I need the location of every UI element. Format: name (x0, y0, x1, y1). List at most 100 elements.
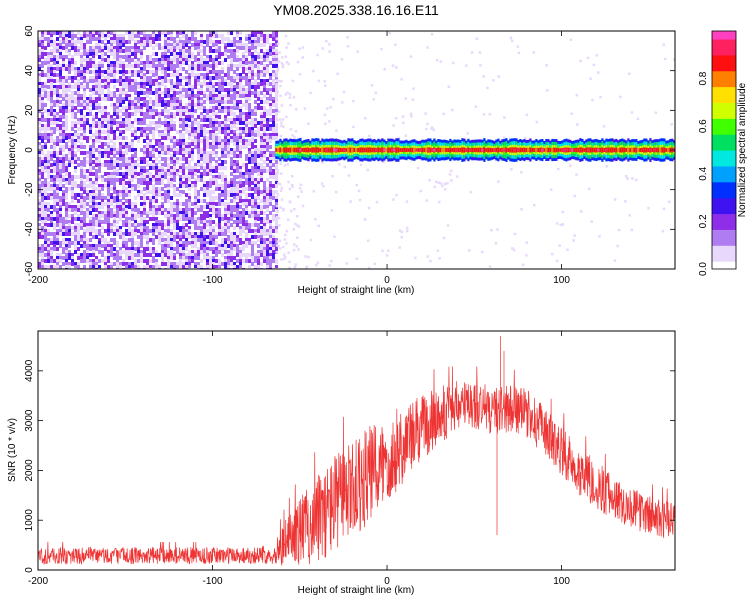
spectrogram-cell (263, 250, 266, 254)
spectrogram-cell (62, 61, 65, 65)
spectrogram-cell (233, 70, 236, 74)
spectrogram-cell (236, 196, 239, 200)
spectrogram-cell (200, 64, 203, 68)
spectrogram-cell (218, 82, 221, 86)
spectrogram-cell (110, 211, 113, 215)
spectrogram-cell (47, 166, 50, 170)
spectrogram-cell (167, 169, 170, 173)
spectrogram-cell (236, 136, 239, 140)
spectrogram-cell (272, 163, 275, 167)
spectrogram-cell (164, 214, 167, 218)
spectrogram-cell (218, 145, 221, 149)
spectrogram-cell (209, 142, 212, 146)
spectrogram-cell (275, 244, 279, 247)
spectrogram-cell (41, 229, 44, 233)
spectrogram-cell (398, 229, 402, 232)
spectrogram-cell (438, 200, 441, 204)
spectrogram-cell (292, 248, 296, 252)
spectrogram-cell (272, 259, 275, 263)
spectrogram-cell (125, 46, 128, 50)
spectrogram-cell (143, 148, 146, 152)
spectrogram-cell (617, 228, 621, 232)
spectrogram-cell (257, 229, 260, 233)
spectrogram-cell (191, 103, 194, 107)
spectrogram-cell (194, 202, 197, 206)
spectrogram-cell (152, 217, 155, 221)
spectrogram-cell (242, 172, 245, 176)
spectrogram-cell (161, 100, 164, 104)
spectrogram-cell (245, 145, 248, 149)
spectrogram-cell (236, 31, 239, 35)
spectrogram-cell (236, 34, 239, 38)
spectrogram-cell (47, 163, 50, 167)
spectrogram-cell (140, 88, 143, 92)
spectrogram-cell (194, 205, 197, 209)
spectrogram-cell (98, 37, 101, 41)
spectrogram-cell (245, 202, 248, 206)
spectrogram-cell (251, 247, 254, 251)
spectrogram-cell (269, 124, 272, 128)
spectrogram-cell (263, 124, 266, 128)
spectrogram-cell (197, 43, 200, 47)
spectrogram-cell (143, 145, 146, 149)
spectrogram-cell (113, 214, 116, 218)
spectrogram-cell (53, 199, 56, 203)
spectrogram-cell (288, 260, 291, 264)
spectrogram-cell (236, 58, 239, 62)
spectrogram-cell (146, 244, 149, 248)
spectrogram-cell (218, 142, 221, 146)
spectrogram-cell (101, 112, 104, 116)
spectrogram-cell (149, 97, 152, 101)
spectrogram-cell (92, 88, 95, 92)
spectrogram-cell (221, 100, 224, 104)
spectrogram-cell (80, 133, 83, 137)
spectrogram-cell (352, 125, 355, 129)
spectrogram-cell (119, 124, 122, 128)
spectrogram-cell (116, 148, 119, 152)
spectrogram-cell (260, 229, 263, 233)
spectrogram-cell (197, 91, 200, 95)
spectrogram-cell (404, 97, 407, 100)
spectrogram-cell (170, 154, 173, 158)
spectrogram-cell (287, 62, 290, 66)
spectrogram-cell (146, 100, 149, 104)
spectrogram-cell (263, 130, 266, 134)
spectrogram-cell (292, 96, 296, 99)
spectrogram-cell (251, 253, 254, 257)
spectrogram-cell (266, 70, 269, 74)
spectrogram-cell (227, 253, 230, 257)
spectrogram-cell (294, 222, 297, 226)
spectrogram-cell (194, 139, 197, 143)
spectrogram-cell (107, 172, 110, 176)
spectrogram-cell (50, 247, 53, 251)
spectrogram-cell (89, 223, 92, 227)
spectrogram-cell (143, 31, 146, 35)
spectrogram-cell (143, 43, 146, 47)
spectrogram-cell (95, 229, 98, 233)
spectrogram-cell (92, 235, 95, 239)
spectrogram-cell (89, 262, 92, 266)
spectrogram-cell (176, 250, 179, 254)
spectrogram-cell (209, 199, 212, 203)
spectrogram-cell (275, 82, 278, 86)
spectrogram-cell (89, 31, 92, 35)
spectrogram-cell (68, 241, 71, 245)
spectrogram-cell (276, 209, 279, 212)
spectrogram-cell (50, 58, 53, 62)
spectrogram-cell (200, 175, 203, 179)
spectrogram-cell (209, 85, 212, 89)
spectrogram-cell (149, 85, 152, 89)
spectrogram-cell (263, 241, 266, 245)
spectrogram-cell (227, 70, 230, 74)
spectrogram-cell (245, 79, 248, 83)
spectrogram-cell (221, 88, 224, 92)
spectrogram-cell (140, 160, 143, 164)
spectrogram-cell (134, 172, 137, 176)
spectrogram-cell (113, 190, 116, 194)
spectrogram-cell (248, 103, 251, 107)
spectrogram-cell (188, 136, 191, 140)
spectrogram-cell (83, 241, 86, 245)
spectrogram-cell (269, 187, 272, 191)
spectrogram-cell (236, 163, 239, 167)
spectrogram-cell (56, 118, 59, 122)
